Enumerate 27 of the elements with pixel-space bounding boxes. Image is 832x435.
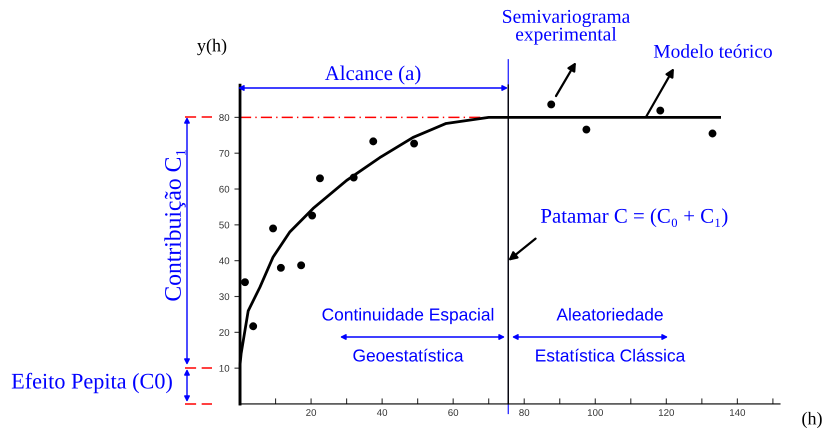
annotation: Continuidade Espacial <box>322 308 494 324</box>
y-tick-label: 50 <box>219 222 230 228</box>
x-tick-label: 40 <box>376 409 388 416</box>
x-tick-label: 20 <box>306 409 316 416</box>
y-tick-label: 20 <box>219 329 230 336</box>
y-tick-label: 10 <box>220 364 230 372</box>
y-tick-label: 70 <box>219 150 230 157</box>
x-tick-label: 60 <box>448 409 458 416</box>
annotation: Geoestatística <box>353 348 464 362</box>
y-tick-label: 40 <box>219 257 230 264</box>
text: Efeito Pepita (C0) <box>12 372 172 394</box>
x-axis-title: (h) <box>802 412 822 428</box>
x-tick-label: 80 <box>519 409 530 416</box>
text: Semivariograma experimental <box>503 10 630 45</box>
y-axis-title: y(h) <box>197 38 226 56</box>
text: Contribuição C₁ <box>164 150 186 301</box>
y-tick-label: 60 <box>219 186 230 193</box>
text: Alcance (a) <box>324 66 420 84</box>
annotation: Estatística Clássica <box>536 348 686 362</box>
y-tick-label: 80 <box>219 114 230 121</box>
x-tick-label: 100 <box>588 409 604 416</box>
y-tick-label: 30 <box>219 293 230 300</box>
annotation: Patamar C = (C₀ + C₁) <box>541 208 728 228</box>
annotation: Aleatoriedade <box>556 308 663 321</box>
x-tick-label: 120 <box>658 409 674 416</box>
x-tick-label: 140 <box>730 409 746 416</box>
text: Modelo teórico <box>654 44 772 58</box>
